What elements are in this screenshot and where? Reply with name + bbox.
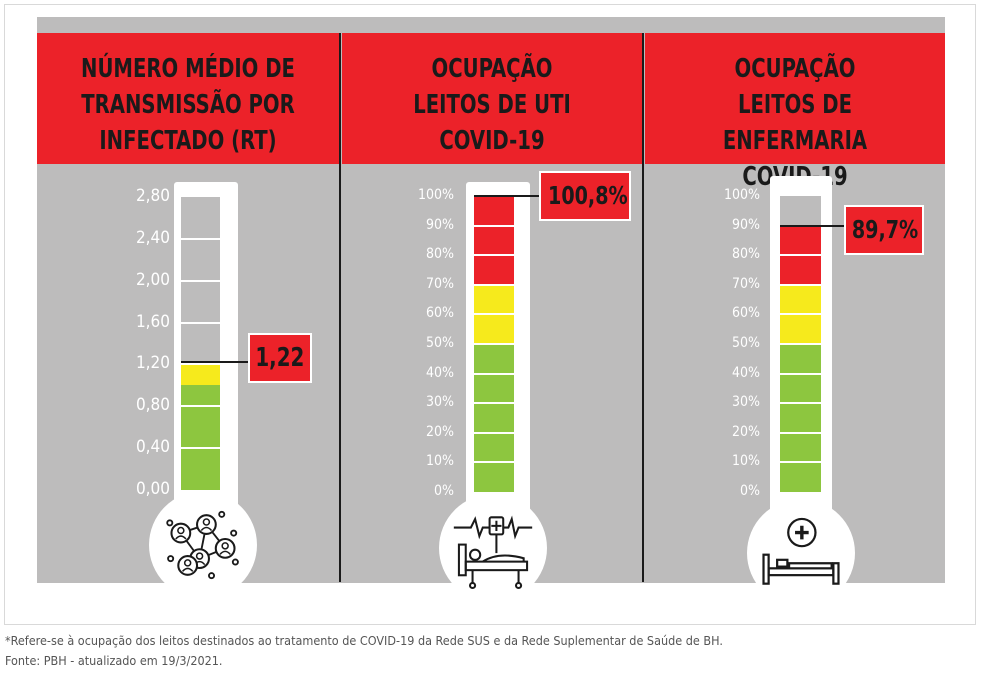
panel-1-tick-label: 0,00 — [135, 479, 170, 499]
panel-2-gridline — [474, 343, 514, 345]
panel-2-gridline — [474, 431, 514, 434]
panel-2-header: OCUPAÇÃO LEITOS DE UTI COVID-19 — [342, 33, 642, 164]
panel-divider-2 — [642, 33, 644, 582]
panel-1-tick-label: 0,80 — [135, 395, 170, 416]
panel-2-zone-1 — [474, 344, 514, 492]
panel-1-gridline — [181, 321, 220, 324]
panel-2-gridline — [474, 254, 514, 257]
panel-2-tick-label: 70% — [426, 275, 454, 292]
panel-2-gridline — [474, 372, 514, 375]
panel-2-title: OCUPAÇÃO LEITOS DE UTI COVID-19 — [413, 54, 571, 156]
panel-3-tick-label: 90% — [732, 216, 760, 233]
panel-3-gridline — [780, 461, 821, 464]
panel-3-tick-label: 0% — [740, 483, 760, 499]
panel-2-value-label: 100,8% — [548, 181, 628, 210]
panel-2-tick-label: 80% — [426, 246, 454, 263]
panel-3-value-callout: 89,7% — [844, 205, 924, 255]
panel-1-gridline — [181, 363, 220, 366]
panel-3-tick-label: 80% — [732, 246, 760, 263]
panel-3-tick-label: 20% — [732, 423, 760, 440]
panel-3-header: OCUPAÇÃO LEITOS DE ENFERMARIA COVID-19 — [645, 33, 945, 192]
panel-1-gridline — [181, 279, 220, 282]
panel-2-gridline — [474, 402, 514, 405]
panel-1-zone-2 — [181, 364, 220, 386]
panel-2-tick-label: 90% — [426, 216, 454, 233]
panel-3-tick-label: 50% — [732, 335, 760, 351]
panel-divider-1 — [339, 33, 341, 582]
source-text: Fonte: PBH - atualizado em 19/3/2021. — [5, 653, 223, 668]
panel-2-gridline — [474, 313, 514, 316]
panel-3-zone-1 — [780, 344, 821, 492]
panel-3-thermometer-bulb — [747, 499, 855, 607]
panel-1-title: NÚMERO MÉDIO DE TRANSMISSÃO POR INFECTAD… — [81, 54, 295, 156]
footnote-text: *Refere-se à ocupação dos leitos destina… — [5, 633, 723, 648]
panel-1-value-pointer — [181, 361, 248, 364]
panel-3-value-label: 89,7% — [851, 215, 919, 244]
panel-1-zone-1 — [181, 385, 220, 490]
panel-3-tick-label: 100% — [723, 187, 760, 203]
infographic-frame — [4, 4, 976, 625]
panel-1-value-callout: 1,22 — [248, 333, 312, 383]
panel-1-zone-3 — [181, 362, 220, 365]
panel-3-tick-label: 40% — [732, 364, 760, 381]
panel-2-gridline — [474, 224, 514, 227]
panel-3-gridline — [780, 254, 821, 257]
panel-2-tick-label: 50% — [426, 335, 454, 351]
panel-3-gridline — [780, 343, 821, 345]
panel-2-gridline — [474, 461, 514, 464]
panel-2-tick-label: 10% — [426, 453, 454, 470]
panel-3-tick-label: 30% — [732, 394, 760, 411]
panel-1-gridline — [181, 447, 220, 450]
panel-3-gridline — [780, 431, 821, 434]
panel-3-title: OCUPAÇÃO LEITOS DE ENFERMARIA COVID-19 — [722, 54, 868, 192]
hospital-bed-cross-icon — [762, 517, 840, 585]
panel-2-tick-label: 20% — [426, 423, 454, 440]
panel-3-value-pointer — [780, 225, 844, 228]
panel-2-thermometer-bulb — [439, 494, 547, 602]
panel-2-tick-label: 100% — [417, 187, 454, 203]
panel-2-tick-label: 0% — [434, 483, 454, 499]
panel-1-tick-label: 0,40 — [135, 437, 170, 458]
panel-3-tick-label: 70% — [732, 275, 760, 292]
panel-1-tick-label: 2,00 — [135, 269, 170, 290]
panel-1-tick-label: 2,40 — [135, 227, 170, 248]
panel-1-value-label: 1,22 — [255, 343, 305, 373]
icu-bed-monitor-icon — [453, 515, 533, 590]
panel-3-tick-label: 10% — [732, 453, 760, 470]
panel-1-gridline — [181, 237, 220, 240]
panel-1-tick-label: 1,60 — [135, 311, 170, 332]
panel-3-gridline — [780, 313, 821, 316]
panel-1-header: NÚMERO MÉDIO DE TRANSMISSÃO POR INFECTAD… — [37, 33, 339, 164]
panel-3-gridline — [780, 402, 821, 405]
panel-2-gridline — [474, 283, 514, 286]
panel-2-zone-3 — [474, 196, 514, 285]
network-people-icon — [166, 510, 239, 580]
panel-3-gridline — [780, 372, 821, 375]
panel-2-value-callout: 100,8% — [539, 171, 631, 221]
panel-3-tick-label: 60% — [732, 305, 760, 322]
panel-1-gridline — [181, 405, 220, 408]
panel-2-tick-label: 60% — [426, 305, 454, 322]
panel-2-tick-label: 30% — [426, 394, 454, 411]
panel-1-tick-label: 2,80 — [135, 186, 170, 206]
panel-3-gridline — [780, 283, 821, 286]
panel-1-tick-label: 1,20 — [135, 353, 170, 374]
panel-2-tick-label: 40% — [426, 364, 454, 381]
panel-2-value-pointer — [474, 195, 539, 197]
